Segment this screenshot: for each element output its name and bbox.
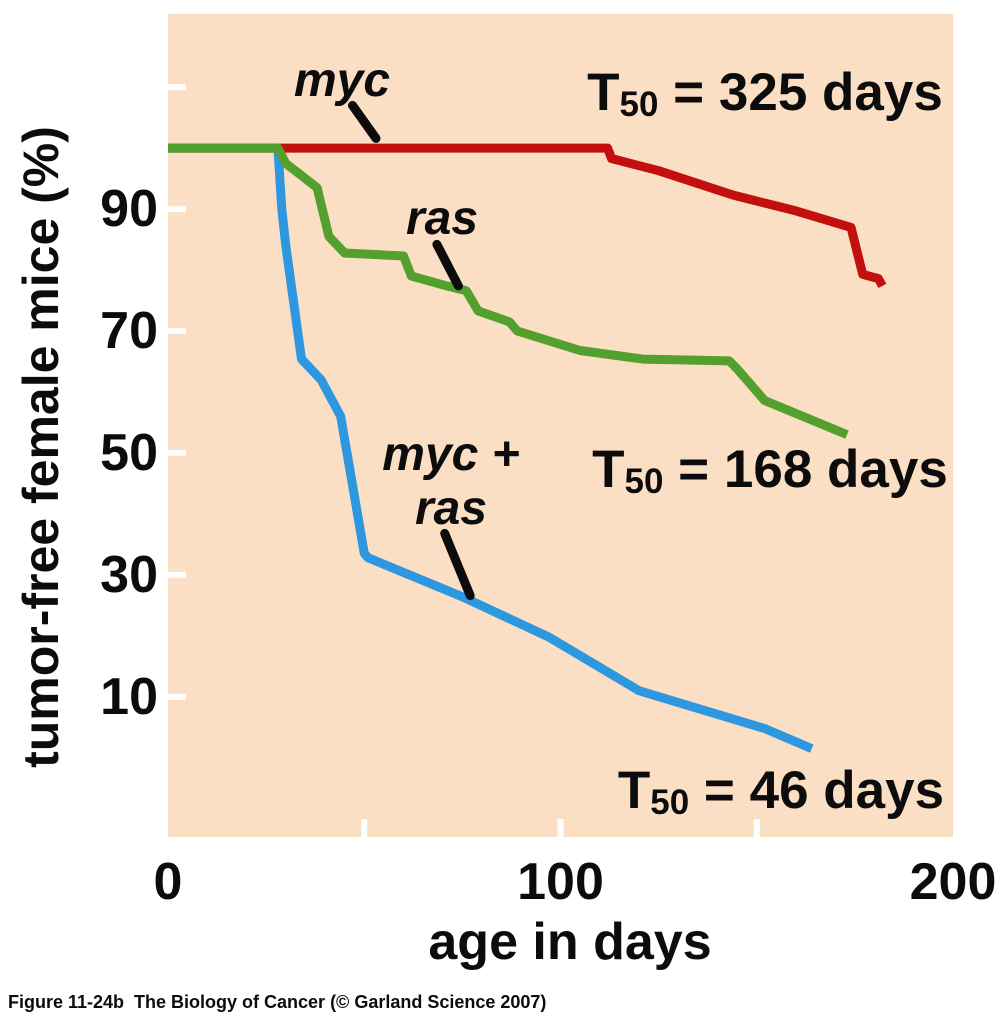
curve-label-myc-ras-line2: ras — [414, 481, 488, 535]
y-tick-label-10: 10 — [100, 667, 158, 726]
y-tick-mark — [168, 693, 186, 700]
curve-myc-ras — [168, 143, 814, 753]
y-tick-mark — [168, 206, 186, 213]
x-tick-label-200: 200 — [909, 853, 997, 911]
t50-subscript: 50 — [624, 461, 664, 501]
y-tick-label-90: 90 — [100, 180, 158, 239]
t50-subscript: 50 — [650, 782, 690, 822]
curve-ras — [168, 143, 849, 439]
pointer-myc-ras — [440, 528, 475, 601]
y-tick-mark — [168, 449, 186, 456]
t50-annotation-ras: T50 = 168 days — [592, 440, 948, 501]
x-tick-label-100: 100 — [517, 853, 604, 911]
curve-label-myc-ras: myc + ras — [382, 428, 519, 536]
t50-annotation-myc: T50 = 325 days — [587, 63, 943, 124]
y-tick-mark — [168, 328, 186, 335]
figure-caption: Figure 11-24b The Biology of Cancer (© G… — [8, 992, 547, 1012]
x-tick-label-0: 0 — [153, 853, 183, 911]
curve-label-myc-ras-line1: myc + — [382, 428, 520, 481]
y-tick-mark — [168, 84, 186, 91]
t50-ras-value: = 168 days — [663, 440, 948, 499]
t50-symbol: T — [592, 440, 625, 499]
x-tick-mark — [361, 819, 368, 837]
x-tick-mark — [557, 819, 564, 837]
curve-label-myc: myc — [293, 54, 391, 107]
x-tick-mark — [753, 819, 760, 837]
t50-symbol: T — [587, 63, 620, 122]
t50-subscript: 50 — [619, 84, 659, 124]
t50-myc-ras-value: = 46 days — [689, 761, 945, 820]
y-tick-label-50: 50 — [100, 423, 158, 482]
pointer-ras — [432, 239, 463, 291]
x-axis-title: age in days — [428, 913, 712, 971]
t50-symbol: T — [617, 761, 651, 820]
t50-myc-value: = 325 days — [658, 63, 943, 122]
y-tick-label-70: 70 — [100, 302, 158, 360]
curve-label-ras: ras — [405, 192, 479, 245]
curve-myc — [168, 143, 887, 289]
y-tick-mark — [168, 571, 186, 578]
pointer-myc — [348, 100, 381, 143]
y-tick-label-30: 30 — [100, 545, 158, 604]
t50-annotation-myc-ras: T50 = 46 days — [617, 761, 945, 822]
